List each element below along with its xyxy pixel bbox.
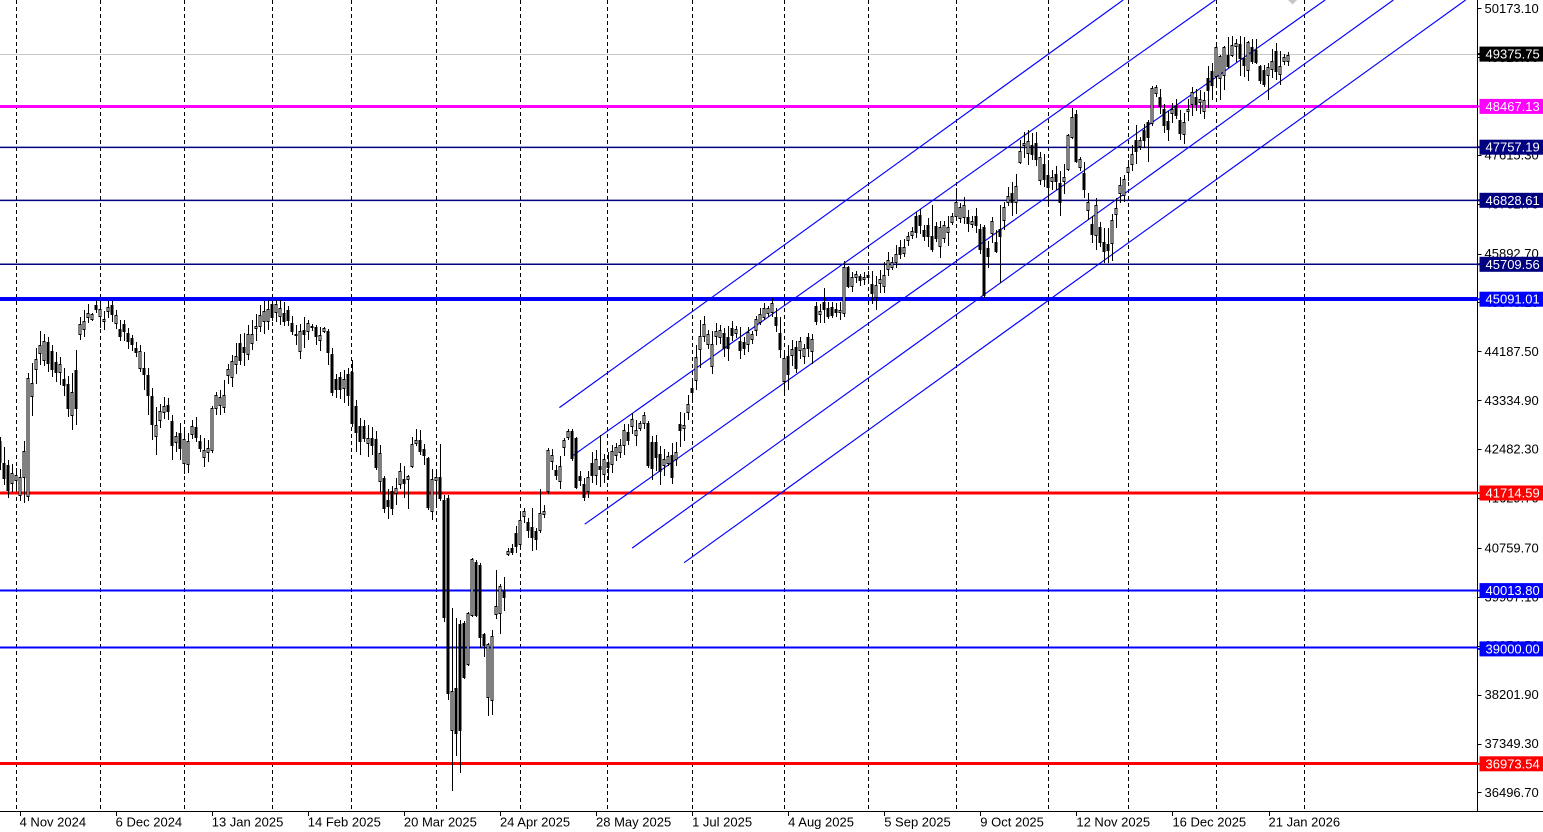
svg-text:16 Dec 2025: 16 Dec 2025 [1172,815,1246,830]
svg-text:20 Mar 2025: 20 Mar 2025 [404,815,477,830]
svg-text:38201.90: 38201.90 [1485,687,1539,702]
svg-text:4 Aug 2025: 4 Aug 2025 [788,815,854,830]
svg-text:36496.70: 36496.70 [1485,785,1539,800]
svg-text:41714.59: 41714.59 [1486,486,1540,501]
svg-text:9 Oct 2025: 9 Oct 2025 [980,815,1044,830]
svg-text:42482.30: 42482.30 [1485,442,1539,457]
svg-text:45709.56: 45709.56 [1486,257,1540,272]
svg-text:45091.01: 45091.01 [1486,292,1540,307]
svg-text:50173.10: 50173.10 [1485,1,1539,16]
svg-text:36973.54: 36973.54 [1486,756,1540,771]
svg-text:1 Jul 2025: 1 Jul 2025 [692,815,752,830]
svg-text:39000.00: 39000.00 [1486,641,1540,656]
svg-text:46828.61: 46828.61 [1486,193,1540,208]
svg-text:43334.90: 43334.90 [1485,393,1539,408]
svg-text:12 Nov 2025: 12 Nov 2025 [1076,815,1150,830]
svg-text:37349.30: 37349.30 [1485,736,1539,751]
svg-text:48467.13: 48467.13 [1486,99,1540,114]
svg-text:21 Jan 2026: 21 Jan 2026 [1269,815,1341,830]
svg-text:4 Nov 2024: 4 Nov 2024 [20,815,87,830]
svg-text:28 May 2025: 28 May 2025 [596,815,671,830]
svg-text:49375.75: 49375.75 [1486,47,1540,62]
svg-text:40013.80: 40013.80 [1486,583,1540,598]
svg-text:44187.50: 44187.50 [1485,344,1539,359]
svg-text:40759.70: 40759.70 [1485,540,1539,555]
svg-text:13 Jan 2025: 13 Jan 2025 [212,815,284,830]
svg-text:6 Dec 2024: 6 Dec 2024 [116,815,183,830]
svg-text:24 Apr 2025: 24 Apr 2025 [500,815,570,830]
svg-text:5 Sep 2025: 5 Sep 2025 [884,815,951,830]
svg-text:14 Feb 2025: 14 Feb 2025 [308,815,381,830]
svg-text:47757.19: 47757.19 [1486,140,1540,155]
